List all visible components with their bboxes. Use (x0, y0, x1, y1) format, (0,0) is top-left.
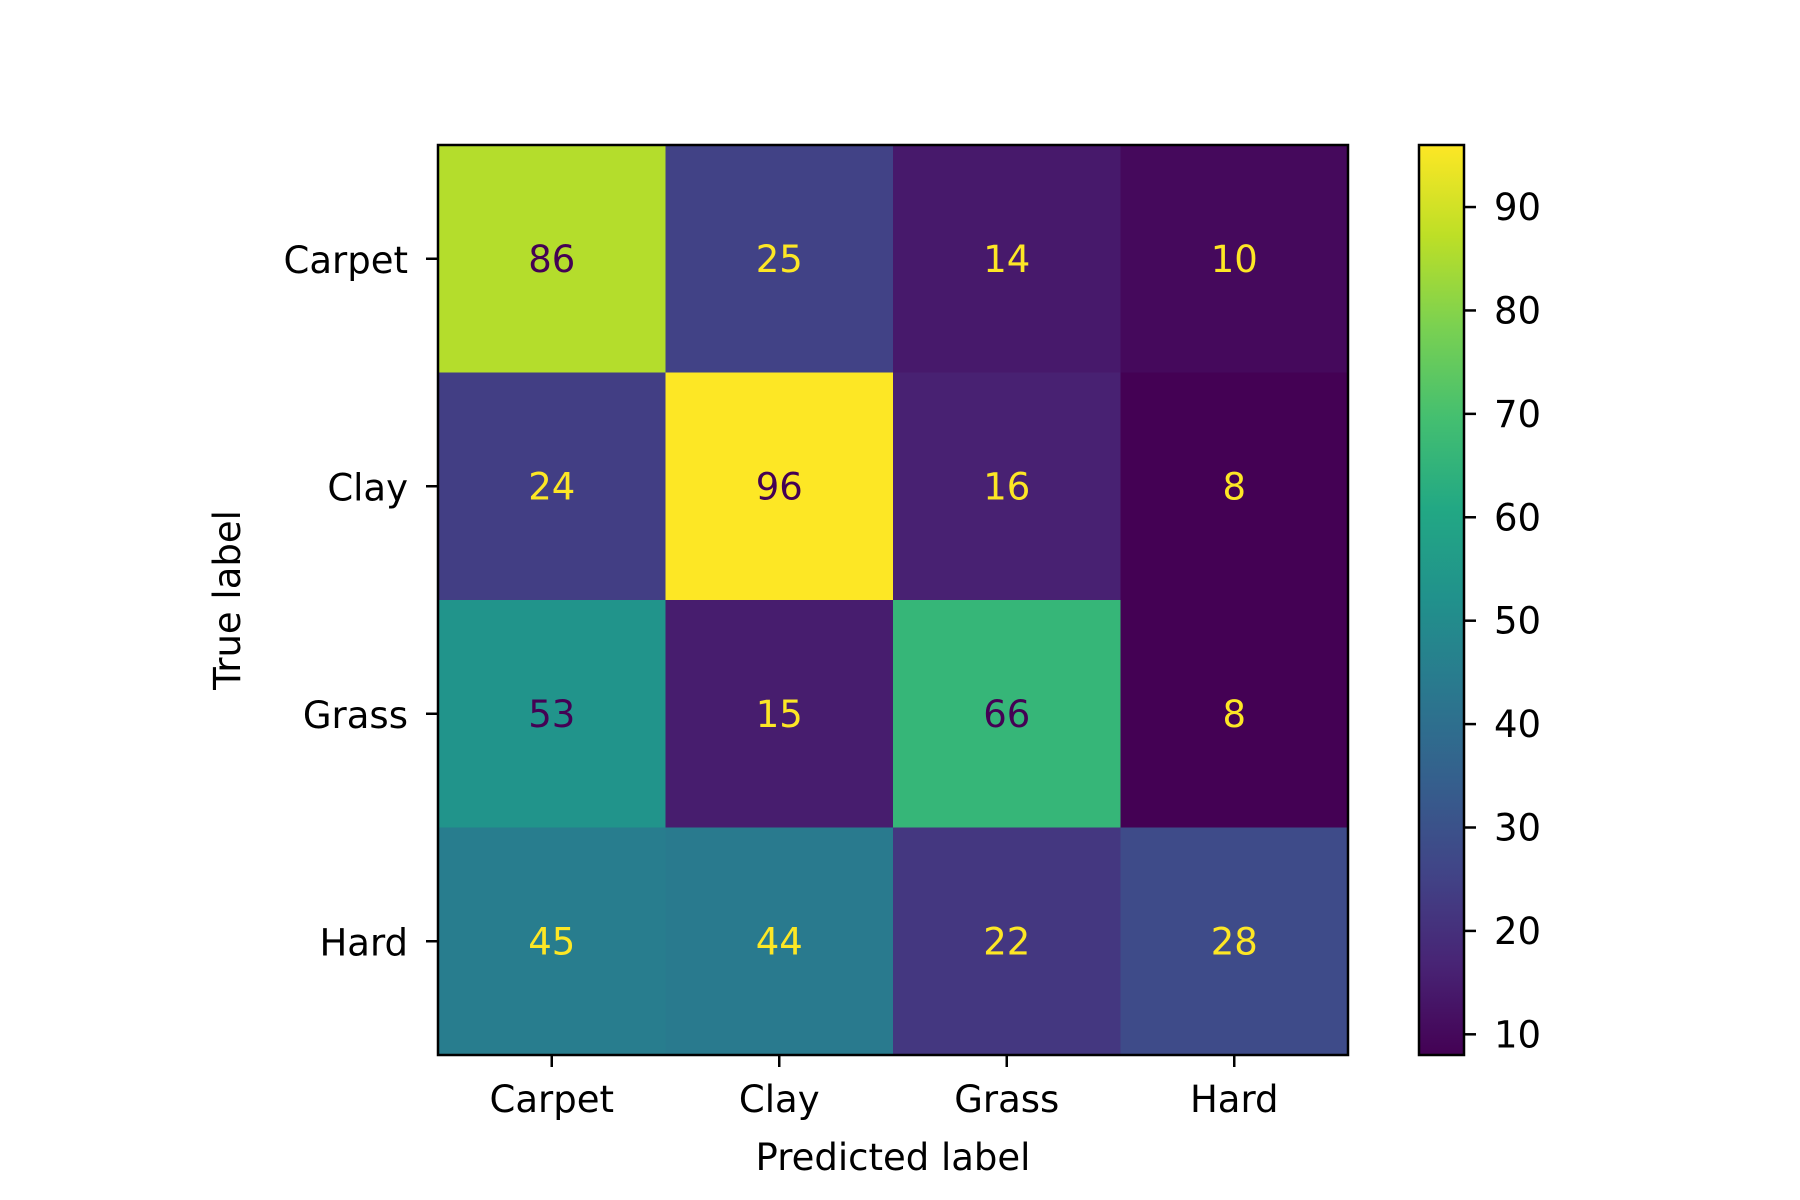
cell-value-label: 16 (983, 465, 1030, 508)
x-tick-label: Hard (1190, 1078, 1279, 1121)
heatmap-cell (438, 372, 666, 601)
heatmap-cell (893, 372, 1121, 601)
colorbar-tick-label: 10 (1494, 1013, 1541, 1056)
cell-value-label: 53 (528, 693, 575, 736)
cell-value-label: 45 (528, 920, 575, 963)
cell-value-label: 14 (983, 238, 1030, 281)
y-tick-label: Carpet (284, 239, 408, 282)
colorbar-tick-label: 60 (1494, 496, 1541, 539)
heatmap-cell (1120, 600, 1349, 828)
cell-value-label: 8 (1222, 693, 1246, 736)
heatmap-cell (893, 600, 1121, 828)
colorbar-tick-label: 40 (1494, 703, 1541, 746)
heatmap-cells (438, 145, 1349, 1056)
heatmap-cell (665, 600, 894, 828)
colorbar-tick-label: 70 (1494, 393, 1541, 436)
colorbar-tick-label: 50 (1494, 600, 1541, 643)
heatmap-cell (893, 827, 1121, 1056)
x-tick-label: Carpet (490, 1078, 614, 1121)
y-tick-label: Grass (303, 694, 408, 737)
x-axis-label: Predicted label (756, 1136, 1031, 1179)
heatmap-cell (1120, 145, 1349, 373)
y-tick-label: Clay (327, 466, 408, 509)
colorbar-tick-label: 80 (1494, 289, 1541, 332)
heatmap-cell (893, 145, 1121, 373)
y-axis-ticks: Carpet Clay Grass Hard (284, 239, 438, 964)
heatmap-cell (665, 372, 894, 601)
x-axis-ticks: Carpet Clay Grass Hard (490, 1055, 1279, 1121)
heatmap-cell (665, 145, 894, 373)
colorbar (1417, 143, 1466, 1057)
x-tick-label: Grass (954, 1078, 1059, 1121)
cell-value-label: 15 (756, 693, 803, 736)
cell-value-label: 24 (528, 465, 575, 508)
cell-value-label: 22 (983, 920, 1030, 963)
heatmap-cell (1120, 372, 1349, 601)
colorbar-ticks: 10 20 30 40 50 60 70 80 90 (1464, 186, 1541, 1056)
cell-value-label: 8 (1222, 465, 1246, 508)
colorbar-tick-label: 30 (1494, 807, 1541, 850)
colorbar-tick-label: 90 (1494, 186, 1541, 229)
cell-value-label: 44 (756, 920, 803, 963)
cell-value-label: 10 (1211, 238, 1258, 281)
x-tick-label: Clay (739, 1078, 820, 1121)
colorbar-tick-label: 20 (1494, 910, 1541, 953)
heatmap-cell (438, 827, 666, 1056)
y-axis-label: True label (206, 510, 249, 691)
cell-value-label: 66 (983, 693, 1030, 736)
cell-value-label: 86 (528, 238, 575, 281)
heatmap-cell (665, 827, 894, 1056)
plot-frame (436, 143, 1350, 1057)
heatmap-cell (438, 600, 666, 828)
heatmap-cell (1120, 827, 1349, 1056)
y-tick-label: Hard (319, 921, 408, 964)
cell-value-label: 25 (756, 238, 803, 281)
heatmap-cell (438, 145, 666, 373)
cell-value-label: 28 (1211, 920, 1258, 963)
cell-value-label: 96 (756, 465, 803, 508)
